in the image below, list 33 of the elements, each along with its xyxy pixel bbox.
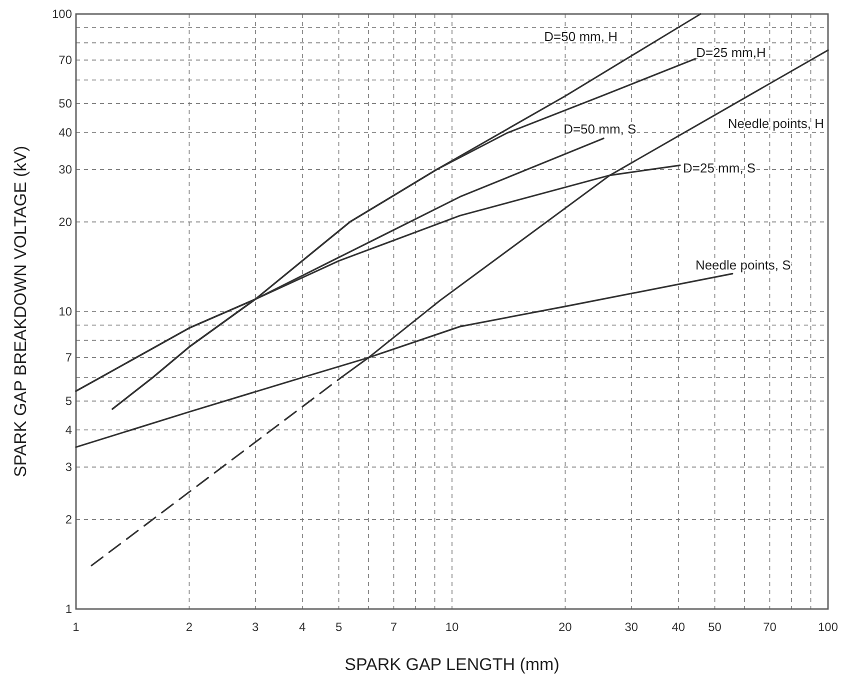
y-tick-label: 5 bbox=[65, 394, 72, 408]
y-tick-label: 20 bbox=[58, 214, 72, 229]
y-tick-label: 40 bbox=[58, 125, 72, 140]
x-tick-label: 2 bbox=[186, 620, 193, 634]
y-axis-title: SPARK GAP BREAKDOWN VOLTAGE (kV) bbox=[11, 146, 30, 478]
y-tick-label: 70 bbox=[58, 53, 72, 68]
series-label: D=50 mm, S bbox=[564, 121, 637, 136]
x-tick-label: 10 bbox=[445, 620, 459, 634]
x-tick-label: 7 bbox=[390, 620, 398, 634]
x-tick-label: 30 bbox=[624, 620, 638, 634]
x-tick-label: 70 bbox=[763, 620, 777, 634]
series-label: D=50 mm, H bbox=[544, 29, 618, 44]
series-label: Needle points, H bbox=[728, 116, 824, 132]
x-tick-label: 40 bbox=[672, 620, 686, 634]
series-label: D=25 mm,H bbox=[696, 44, 766, 60]
y-tick-label: 100 bbox=[52, 7, 72, 21]
y-tick-label: 2 bbox=[65, 512, 72, 526]
series-label: D=25 mm, S bbox=[683, 160, 756, 176]
x-tick-label: 4 bbox=[299, 620, 306, 634]
x-tick-label: 50 bbox=[708, 620, 722, 634]
series-label: Needle points, S bbox=[695, 258, 792, 273]
x-tick-label: 20 bbox=[558, 620, 572, 634]
y-tick-label: 1 bbox=[65, 602, 72, 616]
x-axis-title: SPARK GAP LENGTH (mm) bbox=[344, 655, 560, 674]
x-tick-label: 5 bbox=[335, 620, 342, 634]
y-tick-label: 7 bbox=[65, 350, 72, 365]
y-tick-label: 4 bbox=[65, 422, 72, 437]
x-tick-label: 100 bbox=[818, 620, 838, 634]
y-tick-label: 50 bbox=[58, 96, 72, 111]
y-tick-label: 3 bbox=[65, 460, 72, 474]
x-tick-label: 3 bbox=[252, 620, 260, 634]
y-tick-label: 30 bbox=[58, 162, 72, 177]
y-tick-label: 10 bbox=[58, 304, 72, 318]
